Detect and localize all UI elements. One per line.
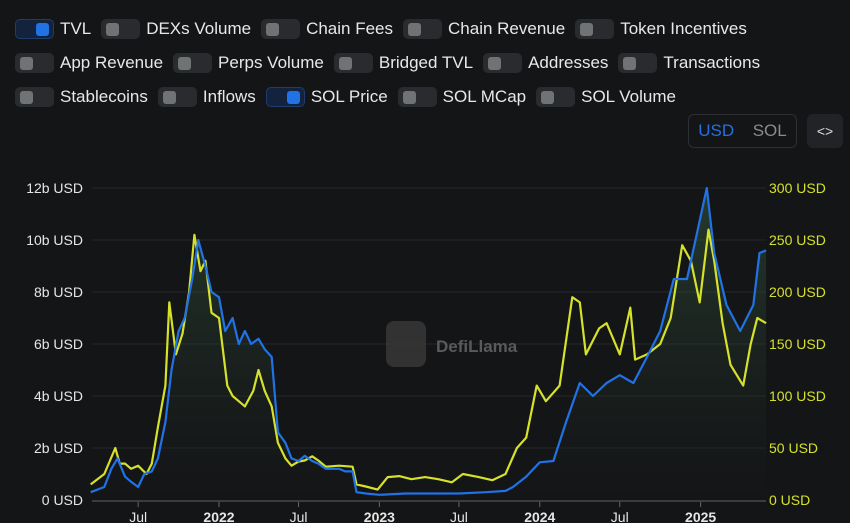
- toggle-switch[interactable]: [157, 87, 197, 107]
- toggle-label: Perps Volume: [218, 53, 324, 72]
- toggle-switch[interactable]: [265, 87, 305, 107]
- currency-toggle: USD SOL: [688, 114, 797, 148]
- toggle-switch[interactable]: [173, 53, 213, 73]
- toggle-switch[interactable]: [15, 19, 54, 39]
- right-axis-tick: 0 USD: [769, 492, 810, 508]
- toggle-label: App Revenue: [60, 53, 164, 72]
- metric-toggles: TVL DEXs Volume Chain Fees Chain Revenue Tok…: [15, 12, 815, 114]
- toggle-label: Transactions: [663, 53, 761, 72]
- x-axis-tick: Jul: [611, 509, 629, 523]
- right-axis-tick: 150 USD: [769, 336, 826, 352]
- toggle-label: TVL: [60, 19, 92, 38]
- toggle-switch[interactable]: [403, 19, 443, 39]
- toggle-label: SOL MCap: [442, 87, 527, 106]
- toggle-app-revenue[interactable]: App Revenue: [15, 53, 163, 73]
- toggle-switch[interactable]: [397, 87, 437, 107]
- toggle-addresses[interactable]: Addresses: [483, 53, 608, 73]
- toggle-knob: [286, 91, 300, 104]
- toggle-knob: [623, 57, 637, 70]
- left-axis-tick: 8b USD: [34, 284, 83, 300]
- toggle-knob: [162, 91, 176, 104]
- toggle-knob: [266, 23, 280, 36]
- toggle-label: Stablecoins: [60, 87, 148, 106]
- currency-sol-button[interactable]: SOL: [752, 121, 787, 140]
- toggle-knob: [408, 23, 422, 36]
- toggle-label: Addresses: [528, 53, 609, 72]
- toggle-knob: [580, 23, 594, 36]
- left-axis-tick: 4b USD: [34, 388, 83, 404]
- toggle-sol-mcap[interactable]: SOL MCap: [397, 87, 527, 107]
- toggle-token-incentives[interactable]: Token Incentives: [575, 19, 747, 39]
- toggle-switch[interactable]: [483, 53, 523, 73]
- toggle-switch[interactable]: [333, 53, 373, 73]
- toggle-row: TVL DEXs Volume Chain Fees Chain Revenue Tok…: [15, 12, 815, 46]
- right-axis-tick: 50 USD: [769, 440, 818, 456]
- left-axis-tick: 2b USD: [34, 440, 83, 456]
- right-axis-tick: 100 USD: [769, 388, 826, 404]
- x-axis-tick: 2022: [203, 509, 234, 523]
- left-axis-tick: 6b USD: [34, 336, 83, 352]
- watermark-text: DefiLlama: [436, 337, 518, 356]
- toggle-chain-fees[interactable]: Chain Fees: [261, 19, 393, 39]
- x-axis-tick: Jul: [290, 509, 308, 523]
- toggle-switch[interactable]: [575, 19, 615, 39]
- toggle-sol-volume[interactable]: SOL Volume: [536, 87, 676, 107]
- toggle-perps-volume[interactable]: Perps Volume: [173, 53, 324, 73]
- toggle-knob: [338, 57, 352, 70]
- x-axis-tick: Jul: [129, 509, 147, 523]
- left-axis-tick: 12b USD: [26, 180, 83, 196]
- toggle-knob: [402, 91, 416, 104]
- embed-button[interactable]: <>: [807, 114, 843, 148]
- defillama-logo-icon: [386, 321, 426, 367]
- tvl-line: [90, 186, 767, 496]
- toggle-label: Chain Revenue: [448, 19, 566, 38]
- toggle-bridged-tvl[interactable]: Bridged TVL: [333, 53, 474, 73]
- toggle-label: Token Incentives: [620, 19, 747, 38]
- x-axis-tick: 2024: [524, 509, 555, 523]
- toggle-inflows[interactable]: Inflows: [157, 87, 256, 107]
- toggle-switch[interactable]: [536, 87, 576, 107]
- toggle-switch[interactable]: [101, 19, 141, 39]
- right-axis-tick: 200 USD: [769, 284, 826, 300]
- code-brackets-icon: <>: [816, 123, 834, 139]
- toggle-label: DEXs Volume: [146, 19, 252, 38]
- toggle-knob: [36, 23, 49, 36]
- toggle-switch[interactable]: [15, 53, 54, 73]
- toggle-knob: [106, 23, 120, 36]
- toggle-knob: [541, 91, 555, 104]
- toggle-chain-revenue[interactable]: Chain Revenue: [403, 19, 565, 39]
- toggle-sol-price[interactable]: SOL Price: [265, 87, 388, 107]
- toggle-label: Bridged TVL: [378, 53, 474, 72]
- toggle-label: Chain Fees: [306, 19, 394, 38]
- toggle-tvl[interactable]: TVL: [15, 19, 91, 39]
- toggle-label: SOL Volume: [581, 87, 676, 106]
- toggle-dexs-volume[interactable]: DEXs Volume: [101, 19, 251, 39]
- right-axis-tick: 300 USD: [769, 180, 826, 196]
- x-axis-tick: 2023: [364, 509, 395, 523]
- left-axis-tick: 0 USD: [42, 492, 83, 508]
- right-axis-tick: 250 USD: [769, 232, 826, 248]
- toggle-knob: [20, 57, 33, 70]
- x-axis-tick: 2025: [685, 509, 716, 523]
- toggle-transactions[interactable]: Transactions: [618, 53, 760, 73]
- toggle-row: App Revenue Perps Volume Bridged TVL Addres…: [15, 46, 815, 80]
- left-axis-tick: 10b USD: [26, 232, 83, 248]
- toggle-label: SOL Price: [310, 87, 388, 106]
- toggle-switch[interactable]: [618, 53, 658, 73]
- toggle-knob: [178, 57, 192, 70]
- currency-usd-button[interactable]: USD: [698, 121, 735, 140]
- toggle-knob: [20, 91, 33, 104]
- toggle-knob: [488, 57, 502, 70]
- x-axis-tick: Jul: [450, 509, 468, 523]
- toggle-switch[interactable]: [261, 19, 301, 39]
- toggle-label: Inflows: [202, 87, 256, 106]
- toggle-stablecoins[interactable]: Stablecoins: [15, 87, 148, 107]
- toggle-row: Stablecoins Inflows SOL Price SOL MCap SOL V…: [15, 80, 815, 114]
- toggle-switch[interactable]: [15, 87, 54, 107]
- tvl-area: [90, 188, 767, 500]
